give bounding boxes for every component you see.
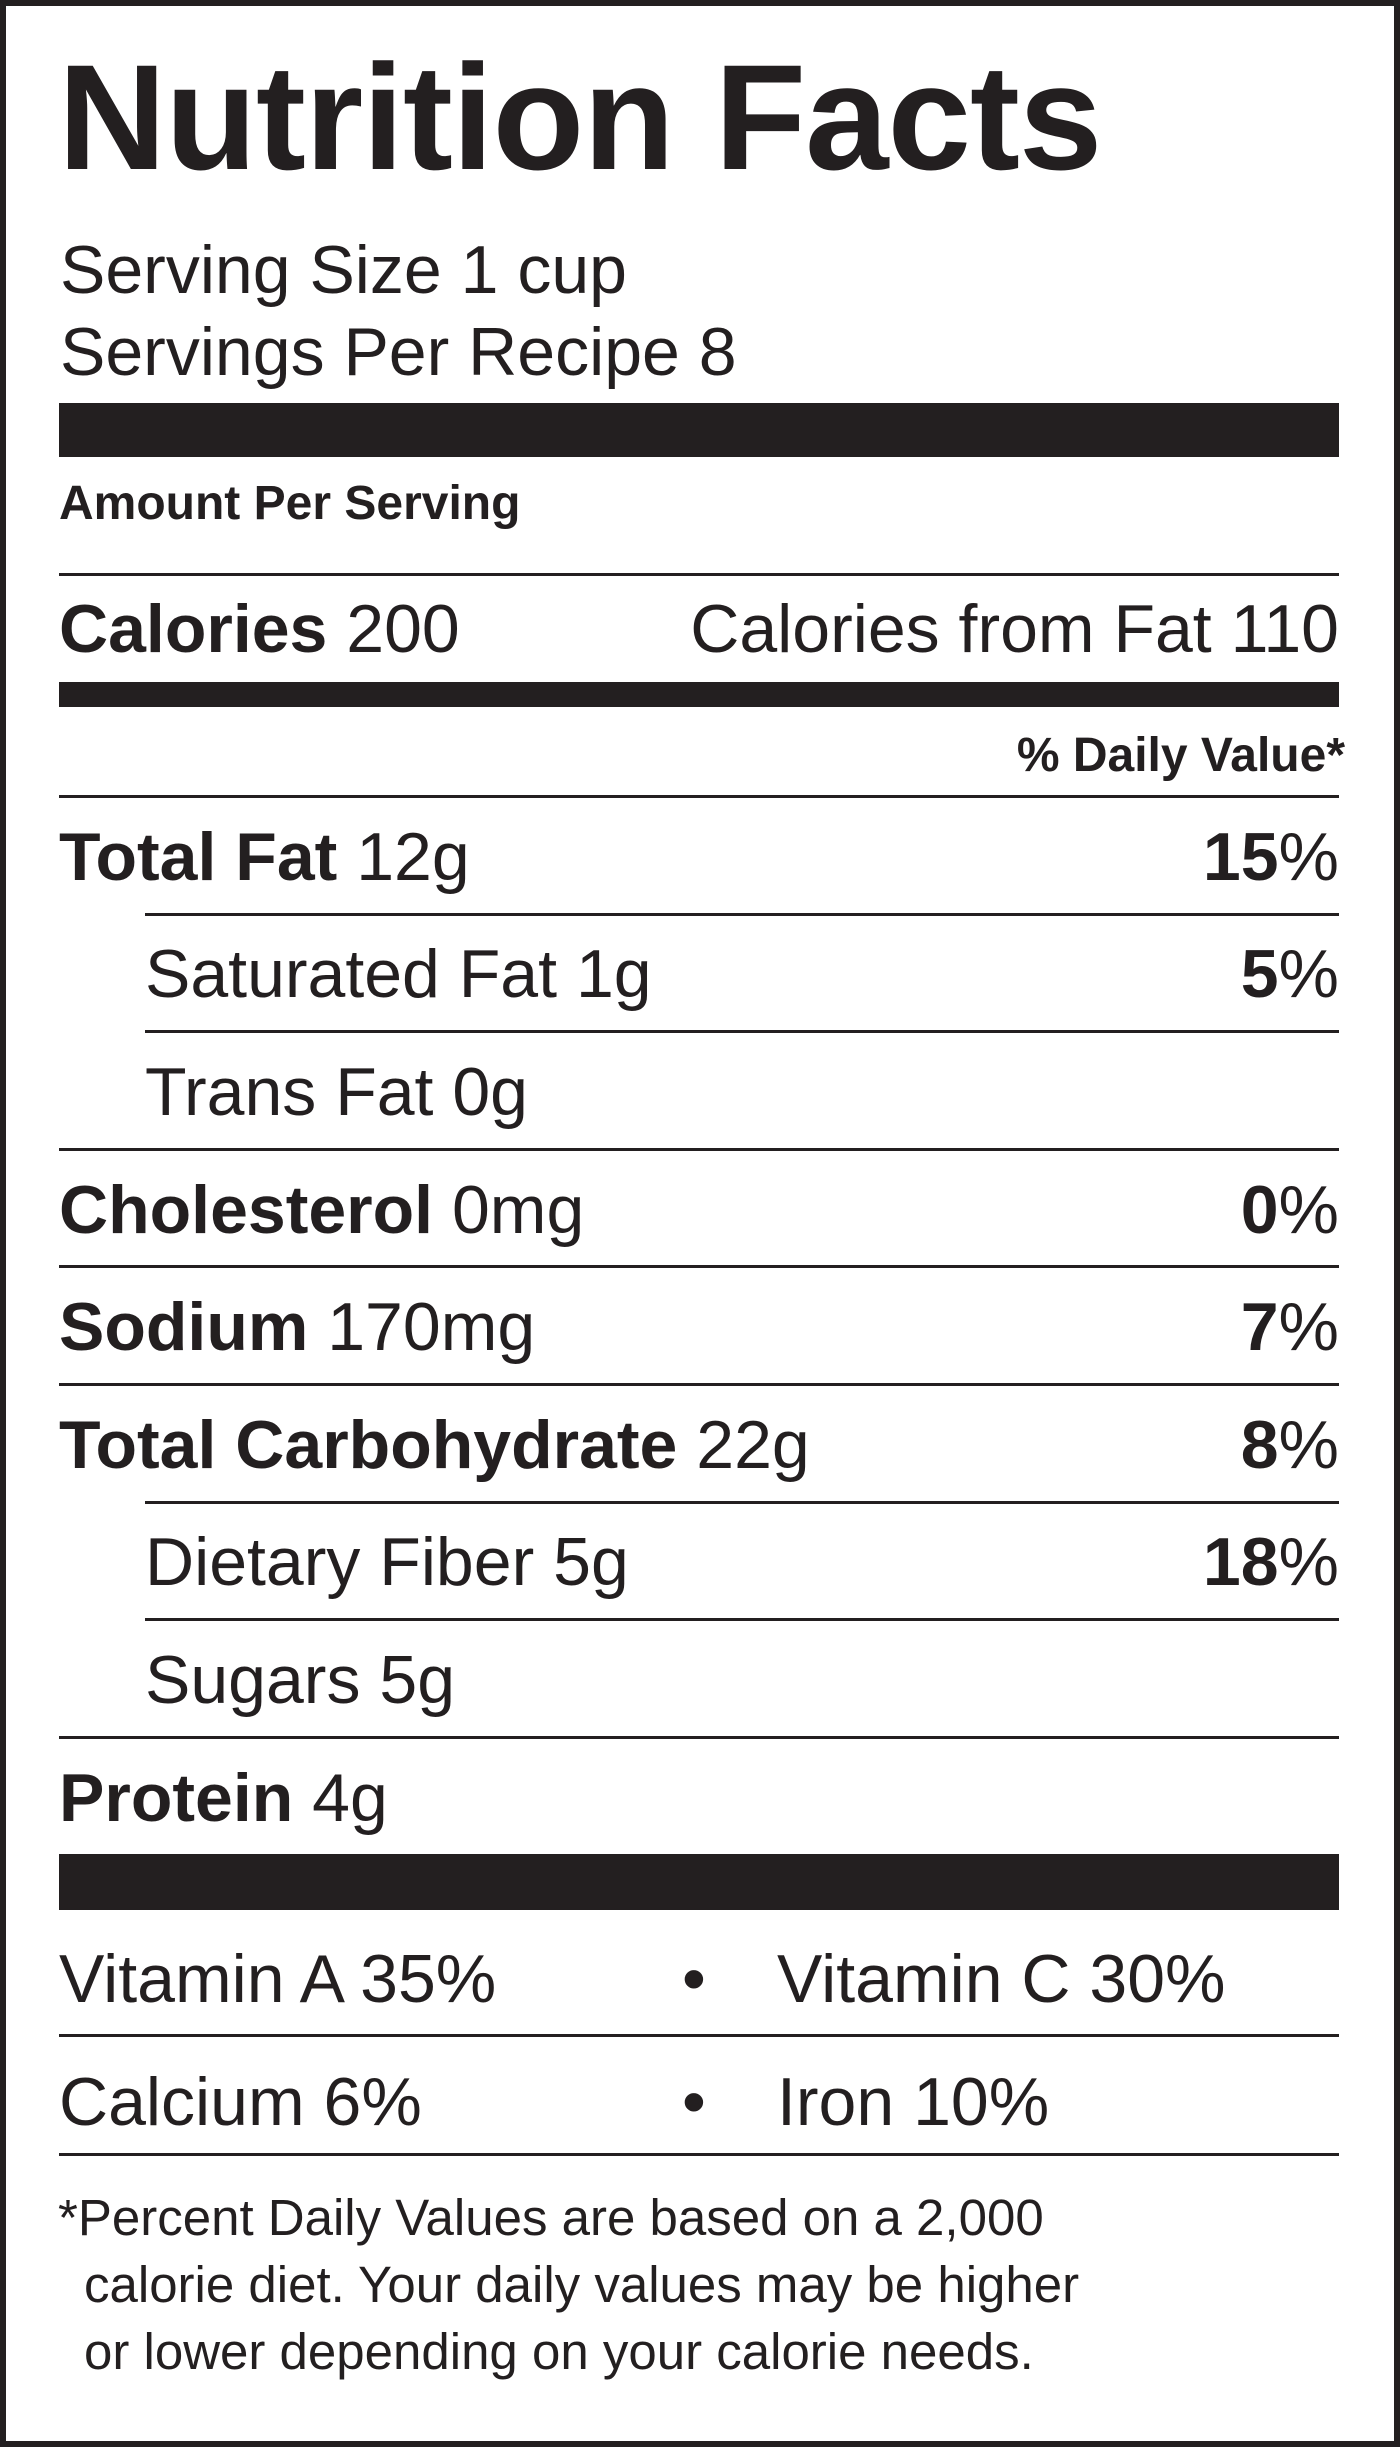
cholesterol-daily-value: 0% xyxy=(1240,1171,1339,1248)
vitamin-item: Vitamin C 30% xyxy=(777,1941,1226,2017)
vitamin-item: Iron 10% xyxy=(777,2064,1050,2140)
total-carbohydrate-amount: 22g xyxy=(696,1406,810,1483)
footnote-line: calorie diet. Your daily values may be h… xyxy=(84,2256,1080,2313)
daily-value-header: % Daily Value* xyxy=(1016,729,1345,782)
nutrient-row: Dietary Fiber 5g 18% xyxy=(145,1506,1339,1620)
protein-amount: 4g xyxy=(312,1759,388,1836)
divider xyxy=(145,1030,1339,1034)
divider xyxy=(59,2153,1339,2156)
bullet: • xyxy=(682,2064,706,2140)
amount-per-serving: Amount Per Serving xyxy=(59,477,521,530)
dietary-fiber-daily-value: 18% xyxy=(1202,1524,1339,1601)
sodium-amount: 170mg xyxy=(327,1289,536,1366)
nutrient-row: Saturated Fat 1g 5% xyxy=(145,918,1339,1032)
nutrient-row: Trans Fat 0g xyxy=(145,1035,1339,1149)
saturated-fat-label: Saturated Fat xyxy=(145,936,558,1013)
nutrient-row: Total Carbohydrate 22g 8% xyxy=(59,1388,1339,1502)
saturated-fat-amount: 1g xyxy=(575,936,652,1013)
nutrient-row: Sodium 170mg 7% xyxy=(59,1270,1339,1384)
thick-divider xyxy=(59,403,1339,457)
vitamin-item: Calcium 6% xyxy=(59,2064,422,2140)
divider xyxy=(59,795,1339,798)
nutrient-row: Cholesterol 0mg 0% xyxy=(59,1153,1339,1267)
footnote-line: or lower depending on your calorie needs… xyxy=(84,2323,1034,2380)
medium-divider xyxy=(59,682,1339,707)
divider xyxy=(145,1500,1339,1504)
total-fat-daily-value: 15% xyxy=(1202,818,1339,895)
total-fat-label: Total Fat xyxy=(59,818,338,895)
divider xyxy=(59,573,1339,576)
total-carbohydrate-label: Total Carbohydrate xyxy=(59,1406,678,1483)
thick-divider xyxy=(59,1854,1339,1910)
serving-size: Serving Size 1 cup xyxy=(60,232,627,308)
divider xyxy=(59,1147,1339,1151)
calories-row: Calories 200 Calories from Fat 110 xyxy=(59,590,1339,668)
trans-fat-amount: 0g xyxy=(452,1053,528,1130)
sodium-daily-value: 7% xyxy=(1240,1289,1339,1366)
divider xyxy=(145,912,1339,916)
trans-fat-label: Trans Fat xyxy=(145,1053,434,1130)
bullet: • xyxy=(682,1941,706,2017)
nutrient-row: Sugars 5g xyxy=(145,1623,1339,1737)
calories-from-fat: Calories from Fat 110 xyxy=(690,591,1339,667)
protein-label: Protein xyxy=(59,1759,294,1836)
nutrient-row: Total Fat 12g 15% xyxy=(59,800,1339,914)
total-fat-amount: 12g xyxy=(356,818,470,895)
cholesterol-label: Cholesterol xyxy=(59,1171,434,1248)
label-title: Nutrition Facts xyxy=(58,33,1102,201)
dietary-fiber-label: Dietary Fiber xyxy=(145,1524,535,1601)
saturated-fat-daily-value: 5% xyxy=(1240,936,1339,1013)
divider xyxy=(59,1383,1339,1386)
sugars-amount: 5g xyxy=(379,1641,456,1718)
servings-per-recipe: Servings Per Recipe 8 xyxy=(60,314,737,390)
sodium-label: Sodium xyxy=(59,1289,309,1366)
divider xyxy=(145,1618,1339,1622)
vitamin-item: Vitamin A 35% xyxy=(59,1941,497,2017)
calories-value: 200 xyxy=(346,591,460,667)
divider xyxy=(59,1735,1339,1739)
footnote-line: *Percent Daily Values are based on a 2,0… xyxy=(58,2189,1044,2246)
nutrient-row: Protein 4g xyxy=(59,1741,1339,1855)
total-carbohydrate-daily-value: 8% xyxy=(1240,1406,1339,1483)
dietary-fiber-amount: 5g xyxy=(553,1524,629,1601)
divider xyxy=(59,1265,1339,1269)
sugars-label: Sugars xyxy=(145,1641,361,1718)
calories-label: Calories xyxy=(59,591,328,667)
cholesterol-amount: 0mg xyxy=(451,1171,585,1248)
divider xyxy=(59,2034,1339,2037)
